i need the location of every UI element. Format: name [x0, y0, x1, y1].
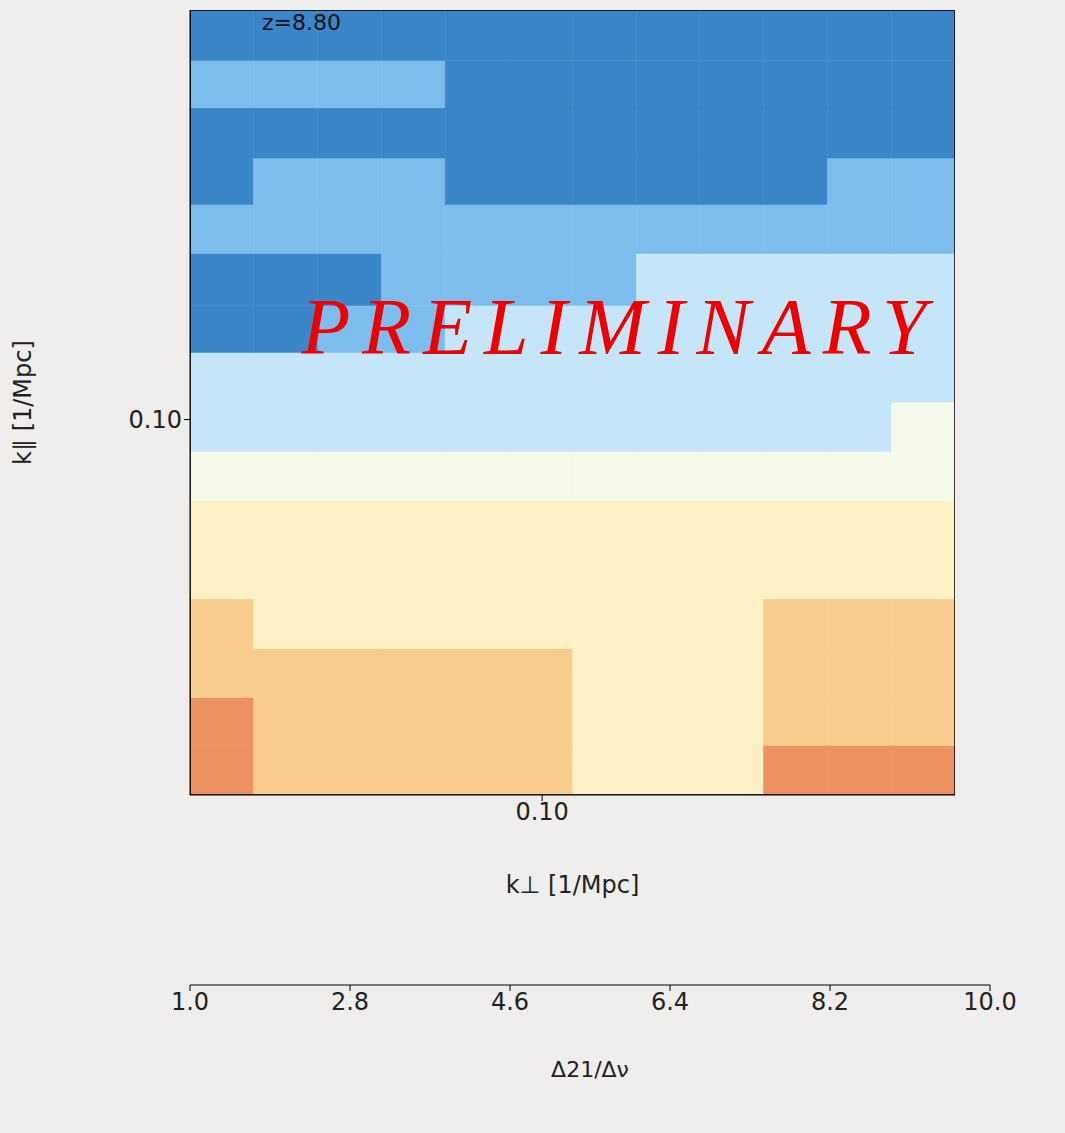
- svg-text:k⊥ [1/Mpc]: k⊥ [1/Mpc]: [506, 871, 640, 899]
- svg-text:10.0: 10.0: [963, 988, 1016, 1016]
- svg-text:8.2: 8.2: [811, 988, 849, 1016]
- svg-text:2.8: 2.8: [331, 988, 369, 1016]
- svg-text:Δ21/Δν: Δ21/Δν: [551, 1057, 629, 1082]
- svg-text:0.10: 0.10: [515, 798, 568, 826]
- svg-text:0.10: 0.10: [129, 406, 182, 434]
- svg-text:k∥ [1/Mpc]: k∥ [1/Mpc]: [9, 340, 37, 465]
- svg-text:1.0: 1.0: [171, 988, 209, 1016]
- html-text:z=8.80: z=8.80: [262, 10, 341, 35]
- svg-text:4.6: 4.6: [491, 988, 529, 1016]
- html-text:PRELIMINARY: PRELIMINARY: [301, 283, 939, 371]
- svg-text:6.4: 6.4: [651, 988, 689, 1016]
